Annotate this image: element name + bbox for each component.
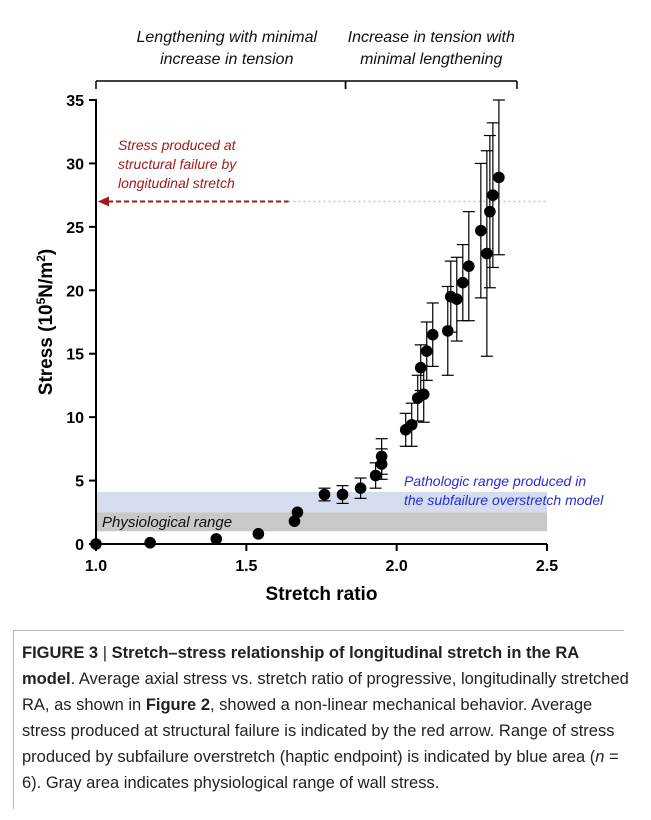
y-axis-title-text: Stress (10	[36, 304, 57, 395]
data-point	[426, 328, 439, 341]
failure-stress-arrowhead	[98, 196, 109, 207]
caption-figure-ref[interactable]: Figure 2	[145, 696, 210, 714]
y-tick-label: 25	[66, 220, 84, 237]
y-tick-label: 35	[66, 93, 84, 110]
figure-caption: FIGURE 3 | Stretch–stress relationship o…	[22, 640, 632, 796]
data-point	[463, 260, 475, 272]
x-tick-label: 1.5	[235, 558, 257, 575]
data-point	[420, 345, 433, 357]
caption-n-value: = 6). Gray area indicates physiological …	[22, 748, 619, 792]
pathologic-label-line1: Pathologic range produced in	[404, 473, 586, 489]
y-tick-label: 5	[75, 474, 84, 491]
bracket-left-label-line2: increase in tension	[160, 51, 294, 68]
y-axis-title: Stress (105N/m2)	[34, 249, 57, 395]
pathologic-range-band	[96, 491, 547, 513]
data-point	[144, 536, 156, 549]
caption-separator: |	[98, 644, 112, 662]
y-tick-label: 10	[66, 410, 84, 427]
failure-label-line3: longitudinal stretch	[118, 175, 235, 191]
y-tick-label: 30	[66, 156, 84, 173]
data-point	[441, 325, 454, 337]
caption-sentence1-post: , showed a non-linear mechanical behavio…	[22, 696, 615, 766]
data-point	[451, 293, 463, 305]
caption-figure-label: FIGURE 3	[22, 644, 99, 662]
pathologic-label-line2: the subfailure overstretch model	[404, 492, 604, 508]
data-points	[90, 171, 505, 550]
physiological-label: Physiological range	[102, 514, 232, 531]
data-point	[484, 205, 496, 218]
data-point	[369, 469, 382, 482]
failure-label-line2: structural failure by	[118, 156, 237, 172]
failure-label-line1: Stress produced at	[118, 137, 237, 153]
y-tick-label: 20	[66, 283, 84, 300]
y-tick-label: 0	[75, 537, 84, 554]
data-point	[481, 247, 493, 260]
caption-sentence1-pre: . Average axial stress vs. stretch ratio…	[22, 670, 629, 714]
x-tick-label: 2.0	[386, 558, 408, 575]
data-point	[318, 488, 331, 501]
y-tick-label: 15	[66, 347, 84, 364]
x-tick-label: 1.0	[85, 558, 107, 575]
x-tick-label: 2.5	[536, 558, 558, 575]
data-point	[493, 171, 505, 184]
data-point	[405, 418, 418, 431]
x-axis-title: Stretch ratio	[266, 584, 378, 605]
data-point	[288, 515, 301, 527]
data-point	[210, 533, 223, 545]
bracket-left-label-line1: Lengthening with minimal	[137, 29, 318, 46]
physiological-range-band	[96, 512, 547, 532]
data-point	[457, 276, 469, 289]
data-point	[90, 538, 102, 550]
caption-frame	[13, 630, 624, 809]
data-point	[414, 361, 427, 374]
data-point	[291, 506, 304, 519]
bracket-right-label-line2: minimal lengthening	[360, 51, 502, 68]
y-ticks: 0 5 10 15 20 25 30 35	[66, 93, 96, 554]
data-point	[354, 482, 367, 494]
data-point	[252, 528, 265, 540]
error-bars	[318, 99, 505, 505]
data-point	[475, 224, 487, 237]
caption-title: Stretch–stress relationship of longitudi…	[22, 644, 579, 688]
data-point	[417, 388, 430, 401]
bracket-right-label-line1: Increase in tension with	[348, 29, 515, 46]
data-point	[487, 189, 499, 201]
top-brackets	[95, 80, 518, 89]
data-point	[336, 488, 349, 501]
data-point	[375, 450, 388, 463]
stress-stretch-chart: 0 5 10 15 20 25 30 35 1.0 1.5 2.0 2.5 Stretch rati…	[34, 29, 604, 605]
x-ticks: 1.0 1.5 2.0 2.5	[85, 544, 558, 575]
caption-n-symbol: n	[595, 748, 605, 766]
